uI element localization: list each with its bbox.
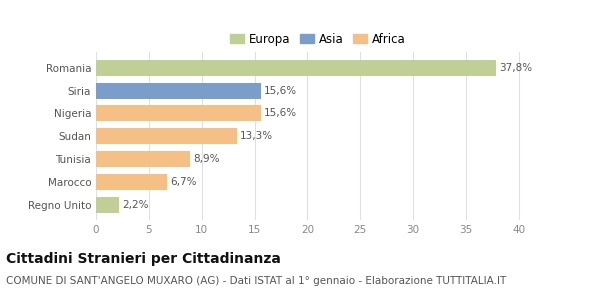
Bar — [96, 174, 167, 190]
Text: 13,3%: 13,3% — [240, 131, 273, 141]
Text: 15,6%: 15,6% — [264, 86, 297, 96]
Bar — [96, 60, 496, 76]
Text: 8,9%: 8,9% — [193, 154, 220, 164]
Bar — [96, 106, 261, 122]
Bar — [96, 128, 236, 144]
Text: 37,8%: 37,8% — [499, 63, 532, 73]
Legend: Europa, Asia, Africa: Europa, Asia, Africa — [226, 28, 410, 50]
Text: Cittadini Stranieri per Cittadinanza: Cittadini Stranieri per Cittadinanza — [6, 252, 281, 266]
Text: COMUNE DI SANT'ANGELO MUXARO (AG) - Dati ISTAT al 1° gennaio - Elaborazione TUTT: COMUNE DI SANT'ANGELO MUXARO (AG) - Dati… — [6, 276, 506, 285]
Text: 2,2%: 2,2% — [122, 200, 149, 210]
Text: 15,6%: 15,6% — [264, 108, 297, 119]
Bar — [96, 151, 190, 167]
Bar — [96, 197, 119, 213]
Bar — [96, 83, 261, 99]
Text: 6,7%: 6,7% — [170, 177, 197, 187]
